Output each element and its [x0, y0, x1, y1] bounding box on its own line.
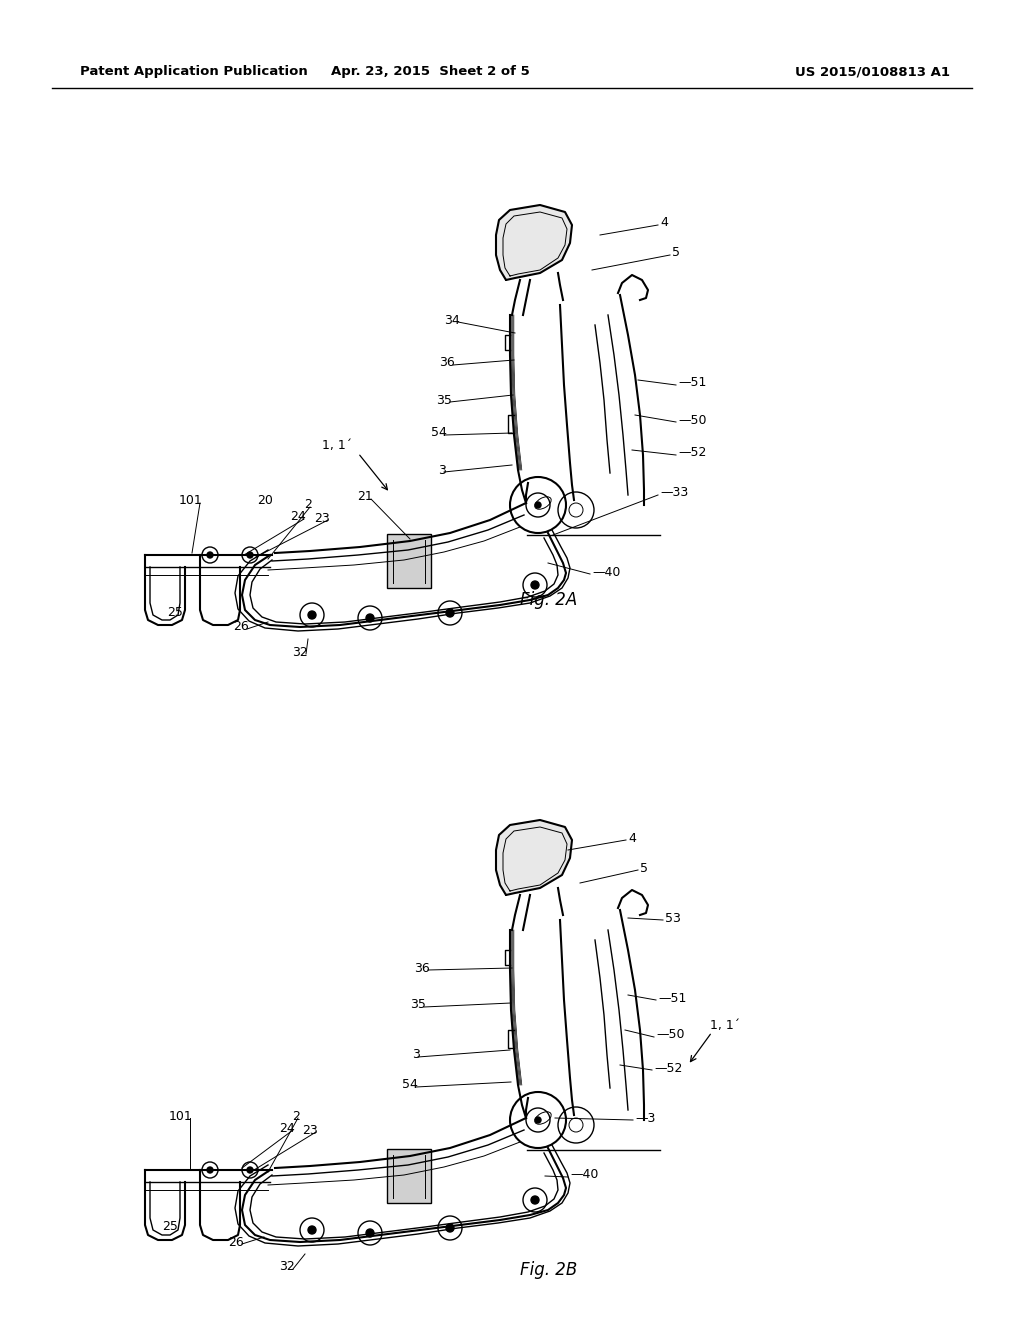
Text: 23: 23	[302, 1123, 318, 1137]
Text: 54: 54	[431, 426, 447, 440]
Circle shape	[247, 1167, 253, 1173]
Text: —50: —50	[656, 1028, 684, 1041]
Text: 24: 24	[290, 511, 306, 524]
Text: 2: 2	[304, 499, 312, 511]
Text: 35: 35	[436, 393, 452, 407]
Circle shape	[207, 1167, 213, 1173]
Circle shape	[446, 1224, 454, 1232]
Text: 23: 23	[314, 511, 330, 524]
Text: —40: —40	[570, 1168, 598, 1181]
Text: —52: —52	[678, 446, 707, 459]
Text: Patent Application Publication: Patent Application Publication	[80, 66, 308, 78]
Text: 53: 53	[665, 912, 681, 924]
Text: 36: 36	[439, 356, 455, 370]
Text: 34: 34	[444, 314, 460, 326]
Circle shape	[366, 1229, 374, 1237]
Text: Apr. 23, 2015  Sheet 2 of 5: Apr. 23, 2015 Sheet 2 of 5	[331, 66, 529, 78]
Circle shape	[207, 552, 213, 558]
Text: —33: —33	[660, 487, 688, 499]
Polygon shape	[496, 820, 572, 895]
Circle shape	[308, 1226, 316, 1234]
Text: 36: 36	[415, 961, 430, 974]
Circle shape	[531, 581, 539, 589]
Circle shape	[446, 609, 454, 616]
Text: 32: 32	[292, 645, 308, 659]
Text: 101: 101	[178, 495, 202, 507]
Text: 101: 101	[168, 1110, 193, 1122]
Text: Fig. 2B: Fig. 2B	[520, 1261, 578, 1279]
Text: 5: 5	[640, 862, 648, 874]
Circle shape	[535, 1117, 541, 1123]
Text: —51: —51	[678, 376, 707, 389]
Text: 5: 5	[672, 247, 680, 260]
Text: 32: 32	[280, 1261, 295, 1274]
Text: —40: —40	[592, 565, 621, 578]
Text: —50: —50	[678, 413, 707, 426]
Text: 3: 3	[438, 463, 446, 477]
Circle shape	[247, 552, 253, 558]
Text: 54: 54	[402, 1078, 418, 1092]
Text: 1, 1´: 1, 1´	[710, 1019, 740, 1031]
Text: 21: 21	[357, 491, 373, 503]
Text: —52: —52	[654, 1061, 682, 1074]
Text: US 2015/0108813 A1: US 2015/0108813 A1	[795, 66, 950, 78]
Circle shape	[535, 502, 541, 508]
Text: 26: 26	[233, 620, 249, 634]
Text: 3: 3	[412, 1048, 420, 1061]
Polygon shape	[496, 205, 572, 280]
Text: Fig. 2A: Fig. 2A	[520, 591, 578, 609]
Text: 20: 20	[257, 494, 273, 507]
Text: 1, 1´: 1, 1´	[322, 438, 352, 451]
Text: 25: 25	[162, 1221, 178, 1233]
FancyBboxPatch shape	[387, 1148, 431, 1203]
Text: 4: 4	[660, 216, 668, 230]
Circle shape	[308, 611, 316, 619]
Text: 35: 35	[411, 998, 426, 1011]
Text: 24: 24	[280, 1122, 295, 1134]
Text: 26: 26	[228, 1236, 244, 1249]
FancyBboxPatch shape	[387, 535, 431, 587]
Text: —3: —3	[635, 1111, 655, 1125]
Text: 2: 2	[292, 1110, 300, 1122]
Text: 25: 25	[167, 606, 183, 619]
Circle shape	[366, 614, 374, 622]
Text: —51: —51	[658, 991, 686, 1005]
Text: 4: 4	[628, 832, 636, 845]
Circle shape	[531, 1196, 539, 1204]
